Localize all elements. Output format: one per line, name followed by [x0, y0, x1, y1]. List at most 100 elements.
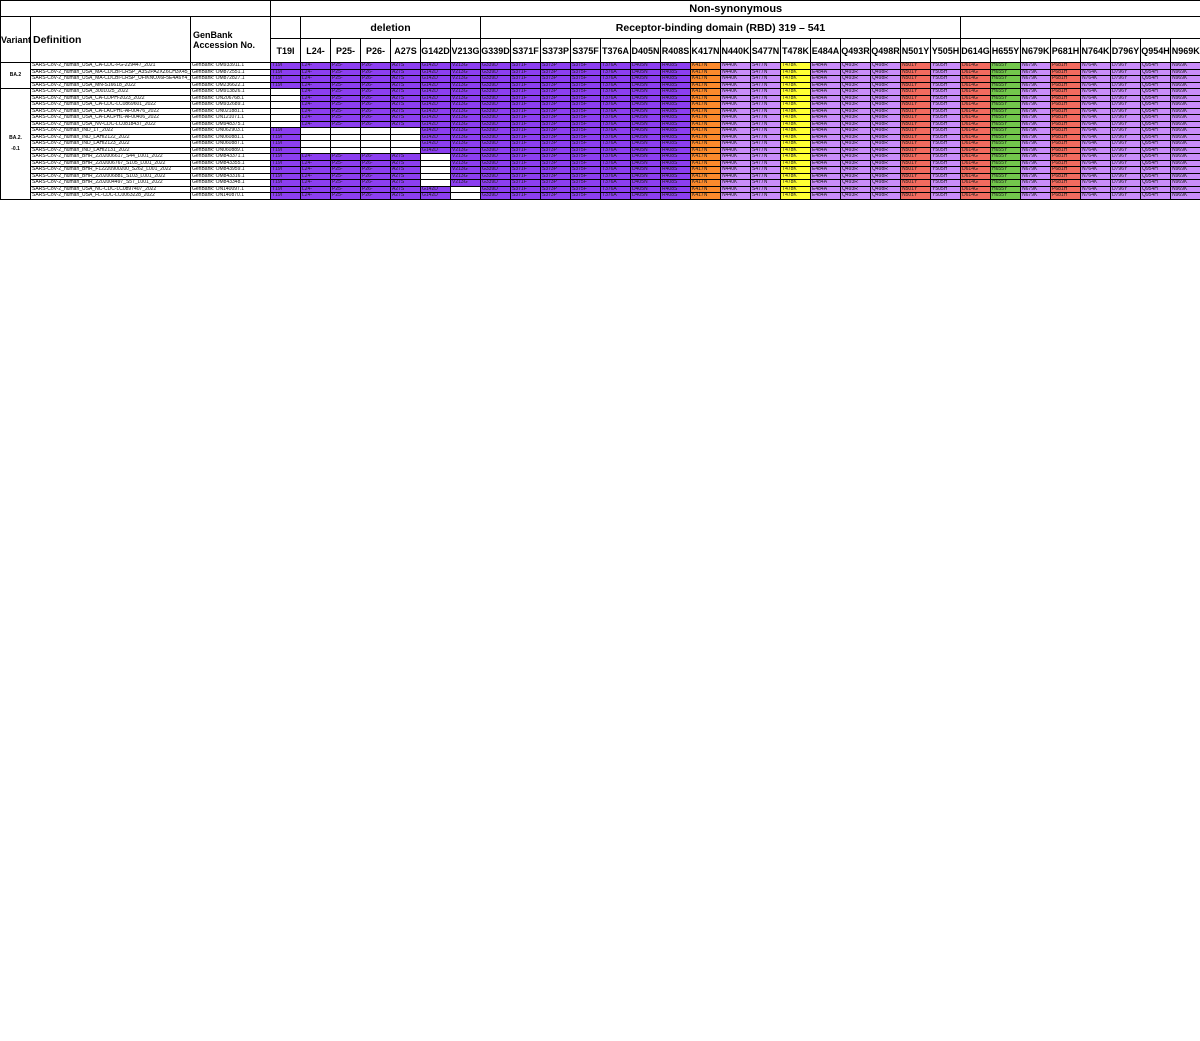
- table-row: SARS-CoV-2_human_BHR_F12220900200_S262_L…: [1, 166, 1200, 174]
- accession-cell: GenBank: OM236622.1: [189, 81, 272, 89]
- mutation-cell: S373P: [540, 192, 572, 200]
- definition-cell: SARS-CoV-2_human_USA_MA-CDCBI-CRSP_A3S2P…: [30, 68, 191, 76]
- mutation-cell: D405N: [630, 192, 662, 200]
- mutation-cell: S477N: [750, 192, 782, 200]
- rbd-header: Receptor-binding domain (RBD) 319 – 541: [480, 16, 962, 39]
- mutation-header-d405n: D405N: [630, 38, 662, 63]
- table-row: SARS-CoV-2_human_USA_FL-CDC-LC0063228_20…: [1, 192, 1200, 200]
- mutation-header-n440k: N440K: [720, 38, 752, 63]
- rbd-right-blank: [960, 16, 1200, 39]
- mutation-cell: L24-: [300, 192, 332, 200]
- mutation-header-g339d: G339D: [480, 38, 512, 63]
- mutation-cell: A27S: [390, 192, 422, 200]
- mutation-header-n501y: N501Y: [900, 38, 932, 63]
- mutation-header-t376a: T376A: [600, 38, 632, 63]
- mutation-cell: G142D: [420, 192, 452, 200]
- mutation-cell: P25-: [330, 192, 362, 200]
- accession-cell: GenBank: OM913826.1: [189, 88, 272, 96]
- mutation-table: Non-synonymous Variant Definition GenBan…: [0, 0, 1200, 200]
- mutation-header-p681h: P681H: [1050, 38, 1082, 63]
- mutation-cell: T19I: [270, 192, 302, 200]
- table-row: SARS-CoV-2_human_USA_MA-CDCBI-CRSP_UFIKN…: [1, 75, 1200, 83]
- variant-label: BA.2. -0.1: [0, 88, 31, 200]
- definition-header: Definition: [30, 16, 191, 63]
- table-row: SARS-CoV-2_human_USA_CA-LACPHL-AF00406_2…: [1, 114, 1200, 122]
- mutation-cell: R408S: [660, 192, 692, 200]
- table-row: SARS-CoV-2_human_USA_NC-CDC-LC0897407_20…: [1, 185, 1200, 193]
- mutation-header-d614g: D614G: [960, 38, 992, 63]
- accession-cell: GenBank: ON206768.1: [189, 94, 272, 102]
- definition-cell: SARS-CoV-2_human_USA_FL-CDC-LC0063228_20…: [30, 192, 191, 200]
- mutation-cell: E484A: [810, 192, 842, 200]
- mutation-cell: Q498R: [870, 192, 902, 200]
- blank-corner: [0, 0, 272, 17]
- mutation-header-g142d: G142D: [420, 38, 452, 63]
- mutation-cell: H655Y: [990, 192, 1022, 200]
- definition-cell: SARS-CoV-2_human_USA_MA-CDCBI-CRSP_UFIKN…: [30, 75, 191, 83]
- mutation-header-s375f: S375F: [570, 38, 602, 63]
- mutation-header-t19i: T19I: [270, 38, 302, 63]
- mutation-cell: Q493R: [840, 192, 872, 200]
- mutation-header-e484a: E484A: [810, 38, 842, 63]
- table-row: BA.2 SARS-CoV-2_human_USA_CA-CDC-FG-22944…: [0, 62, 1200, 89]
- mutation-header-p26: P26-: [360, 38, 392, 63]
- mutation-cell: S375F: [570, 192, 602, 200]
- table-row: SARS-CoV-2_human_BHR_2202006881_S103_L00…: [1, 172, 1200, 180]
- mutation-cell: N679K: [1020, 192, 1052, 200]
- mutation-header-v213g: V213G: [450, 38, 482, 63]
- mutation-header-l24: L24-: [300, 38, 332, 63]
- mutation-cell: N764K: [1080, 192, 1112, 200]
- mutation-cell: Q954H: [1140, 192, 1172, 200]
- mutation-cell: [450, 192, 482, 200]
- mutation-cell: K417N: [690, 192, 722, 200]
- mutation-header-q498r: Q498R: [870, 38, 902, 63]
- mutation-header-k417n: K417N: [690, 38, 722, 63]
- mutation-cell: Y505H: [930, 192, 962, 200]
- variant-label: BA.2: [0, 62, 31, 89]
- genbank-header: GenBank Accession No.: [189, 16, 272, 63]
- mutation-cell: N969K: [1170, 192, 1200, 200]
- accession-cell: GenBank: OM933911.1: [189, 62, 272, 70]
- mutation-header-s371f: S371F: [510, 38, 542, 63]
- variant-header: Variant: [0, 16, 31, 63]
- deletion-left-blank: [270, 16, 302, 39]
- mutation-header-q493r: Q493R: [840, 38, 872, 63]
- mutation-cell: S371F: [510, 192, 542, 200]
- mutation-cell: G339D: [480, 192, 512, 200]
- table-row: SARS-CoV-2_human_USA_CA-LACPHL-AF00476_2…: [1, 107, 1200, 115]
- mutation-header-y505h: Y505H: [930, 38, 962, 63]
- table-row: SARS-CoV-2_human_IND_1T_2022 GenBank: ON0…: [1, 127, 1200, 135]
- mutation-cell: T376A: [600, 192, 632, 200]
- definition-cell: SARS-CoV-2_human_BHR_F12220900200_S262_L…: [30, 166, 191, 174]
- deletion-header: deletion: [300, 16, 482, 39]
- mutation-header-s373p: S373P: [540, 38, 572, 63]
- accession-cell: GenBank: ON140870.1: [189, 192, 272, 200]
- table-row: SARS-CoV-2_human_USA_MA-CDCBI-CRSP_A3S2P…: [1, 68, 1200, 76]
- accession-cell: GenBank: OM872551.1: [189, 68, 272, 76]
- mutation-cell: D796Y: [1110, 192, 1142, 200]
- accession-cell: GenBank: OM872827.1: [189, 75, 272, 83]
- mutation-cell: P681H: [1050, 192, 1082, 200]
- mutation-header-r408s: R408S: [660, 38, 692, 63]
- mutation-header-a27s: A27S: [390, 38, 422, 63]
- accession-cell: GenBank: OM932689.1: [189, 101, 272, 109]
- table-row: SARS-CoV-2_human_IND_LAHI2122_2022 GenBan…: [1, 133, 1200, 141]
- mutation-header-n679k: N679K: [1020, 38, 1052, 63]
- accession-cell: GenBank: ON021881.1: [189, 107, 272, 115]
- mutation-cell: N501Y: [900, 192, 932, 200]
- mutation-header-d796y: D796Y: [1110, 38, 1142, 63]
- accession-cell: GenBank: ON121071.1: [189, 114, 272, 122]
- table-row: SARS-CoV-2_human_USA_CA-CDPH-2023_2022 Ge…: [1, 94, 1200, 102]
- mutation-cell: T478K: [780, 192, 812, 200]
- mutation-cell: N440K: [720, 192, 752, 200]
- mutation-header-t478k: T478K: [780, 38, 812, 63]
- non-synonymous-header: Non-synonymous: [270, 0, 1200, 17]
- mutation-header-q954h: Q954H: [1140, 38, 1172, 63]
- mutation-header-h655y: H655Y: [990, 38, 1022, 63]
- table-row: SARS-CoV-2_human_USA_NV-CDC-LC0818437_20…: [1, 120, 1200, 128]
- mutation-header-p25: P25-: [330, 38, 362, 63]
- table-row: SARS-CoV-2_human_USA_CA-CDC-LC0869601_20…: [1, 101, 1200, 109]
- mutation-header-n764k: N764K: [1080, 38, 1112, 63]
- mutation-header-n969k: N969K: [1170, 38, 1200, 63]
- table-row: SARS-CoV-2_human_USA_MN-S16618_2022 GenBa…: [1, 81, 1200, 89]
